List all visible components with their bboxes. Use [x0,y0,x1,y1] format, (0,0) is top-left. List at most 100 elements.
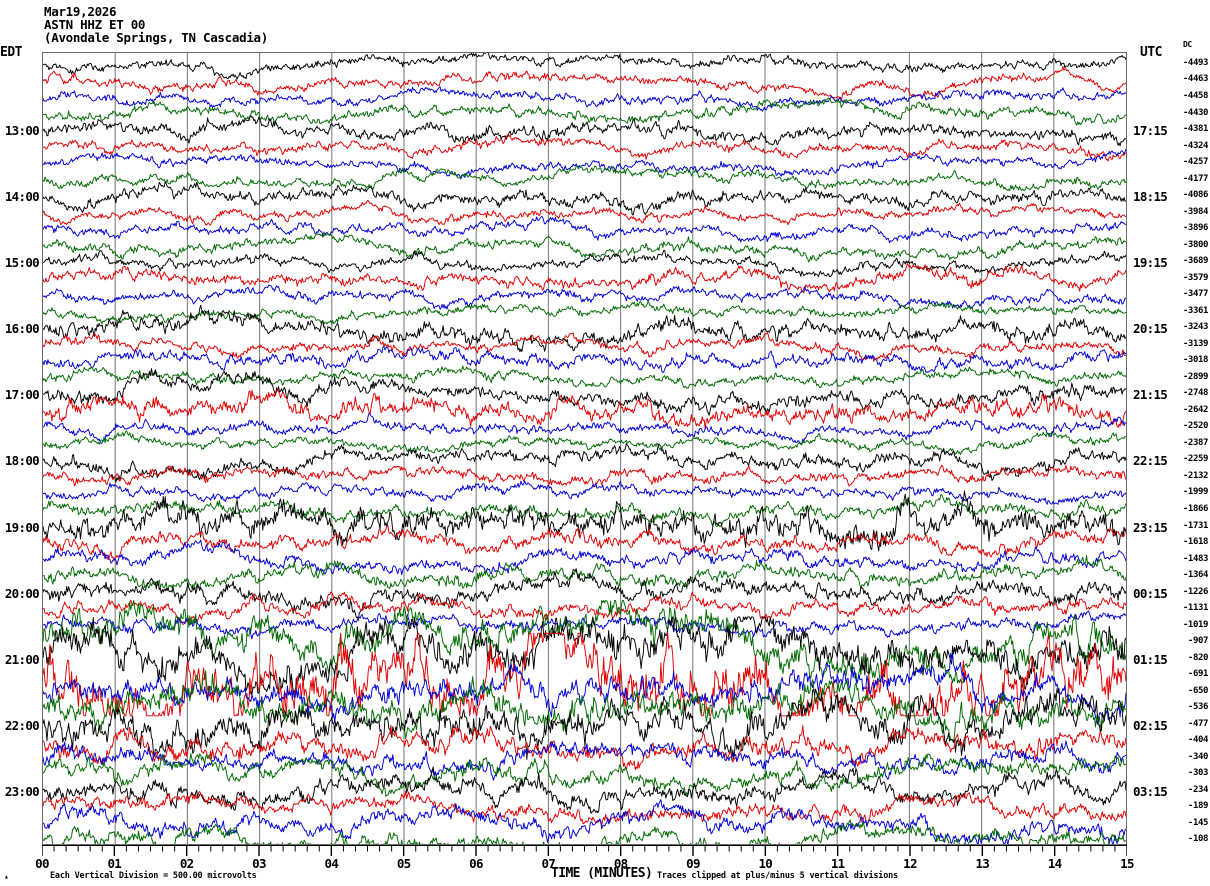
dc-value: -907 [1187,636,1208,647]
left-time-label: 17:00 [4,387,40,403]
dc-value: -4324 [1182,140,1208,151]
dc-value: -2132 [1182,470,1208,481]
dc-value: -3800 [1182,239,1208,250]
clipping-note: Traces clipped at plus/minus 5 vertical … [657,871,898,881]
x-tick-label: 14 [1047,856,1062,871]
right-time-label: 17:15 [1133,123,1168,138]
dc-value: -4463 [1182,74,1208,85]
dc-value: -650 [1187,685,1208,696]
header-location: (Avondale Springs, TN Cascadia) [44,30,268,45]
scale-marker-icon: ▴ [4,872,9,881]
dc-value: -3243 [1182,322,1208,333]
dc-value: -1226 [1182,586,1208,597]
x-tick-label: 09 [686,856,700,871]
x-tick-label: 07 [541,856,556,871]
dc-value: -3689 [1182,256,1208,267]
header-date: Mar19,2026 [44,4,117,19]
right-time-label: 21:15 [1133,387,1168,403]
dc-value: -3984 [1182,206,1208,217]
right-time-label: 23:15 [1133,519,1168,535]
seismic-traces [43,53,1126,844]
x-tick-label: 02 [179,856,194,871]
right-time-label: 22:15 [1133,453,1168,469]
x-tick-label: 05 [396,856,411,871]
dc-value: -4430 [1182,107,1208,118]
right-time-label: 01:15 [1133,651,1168,667]
dc-value: -1731 [1182,520,1208,531]
dc-column-label: DC [1183,40,1192,49]
dc-value: -2259 [1182,454,1208,465]
dc-value: -1364 [1182,570,1208,580]
left-time-label: 18:00 [4,453,40,469]
dc-value: -4177 [1182,173,1208,184]
x-axis-title: TIME (MINUTES) [551,866,653,881]
left-time-label: 22:00 [4,717,40,733]
dc-value: -691 [1187,669,1208,680]
dc-value: -189 [1187,801,1208,812]
left-time-label: 14:00 [4,189,40,205]
scale-note: Each Vertical Division = 500.00 microvol… [50,871,257,881]
dc-value: -3896 [1182,223,1208,234]
x-tick-label: 11 [830,856,845,871]
dc-value: -3361 [1182,305,1208,316]
x-tick-label: 03 [252,856,266,871]
dc-value: -3477 [1182,289,1208,300]
left-time-label: 19:00 [4,519,40,535]
x-tick-label: 08 [613,856,628,871]
left-time-label: 23:00 [4,783,40,799]
x-tick-label: 06 [469,856,483,871]
dc-value: -145 [1187,817,1208,828]
left-time-label: 13:00 [4,123,40,138]
dc-value: -1019 [1182,619,1208,630]
dc-value: -1618 [1182,537,1208,547]
dc-value: -4381 [1182,124,1208,134]
dc-value: -4086 [1182,190,1208,201]
left-timezone-label: EDT [0,45,22,60]
x-axis-tick-labels: 00 01 02 03 04 05 06 07 08 09 10 11 12 13 14 15 [0,856,1210,872]
dc-value: -303 [1187,768,1208,779]
dc-value: -536 [1187,702,1208,713]
header-station: ASTN HHZ ET 00 [44,17,146,32]
left-time-label: 15:00 [4,255,40,271]
dc-value: -1483 [1182,553,1208,564]
x-tick-label: 01 [107,856,122,871]
x-tick-label: 12 [903,856,917,871]
right-time-label: 20:15 [1133,321,1168,337]
right-time-label: 18:15 [1133,189,1168,205]
dc-value: -3579 [1182,272,1208,283]
right-time-label: 03:15 [1133,783,1168,799]
right-time-label: 19:15 [1133,255,1168,271]
dc-value: -2899 [1182,371,1208,382]
dc-value-column: -4493 -4463 -4458 -4430 -4381 -4324 -4257 -4177… [1176,0,1210,886]
dc-value: -340 [1187,751,1208,762]
dc-value: -2748 [1182,388,1208,399]
left-time-label: 16:00 [4,321,40,337]
dc-value: -2520 [1182,421,1208,432]
right-timezone-label: UTC [1140,45,1162,60]
dc-value: -477 [1187,718,1208,729]
dc-value: -3139 [1182,338,1208,349]
dc-value: -1999 [1182,487,1208,498]
dc-value: -2387 [1182,437,1208,448]
left-time-axis: 13:00 14:00 15:00 16:00 17:00 18:00 19:00 20:00… [0,0,40,886]
dc-value: -4257 [1182,157,1208,167]
right-time-label: 00:15 [1133,585,1168,601]
left-time-label: 21:00 [4,651,40,667]
x-tick-label: 10 [758,856,773,871]
x-axis-ticks [42,845,1127,856]
x-tick-label: 15 [1120,856,1134,871]
dc-value: -404 [1187,735,1208,746]
dc-value: -4493 [1182,57,1208,68]
dc-value: -234 [1187,784,1208,795]
left-time-label: 20:00 [4,585,40,601]
right-time-label: 02:15 [1133,717,1168,733]
dc-value: -820 [1187,652,1208,663]
x-tick-label: 13 [975,856,990,871]
seismogram-plot-area[interactable] [42,52,1127,845]
dc-value: -4458 [1182,90,1208,101]
dc-value: -2642 [1182,404,1208,415]
dc-value: -108 [1187,834,1208,845]
dc-value: -3018 [1182,355,1208,366]
dc-value: -1866 [1182,504,1208,514]
x-tick-label: 00 [35,856,49,871]
